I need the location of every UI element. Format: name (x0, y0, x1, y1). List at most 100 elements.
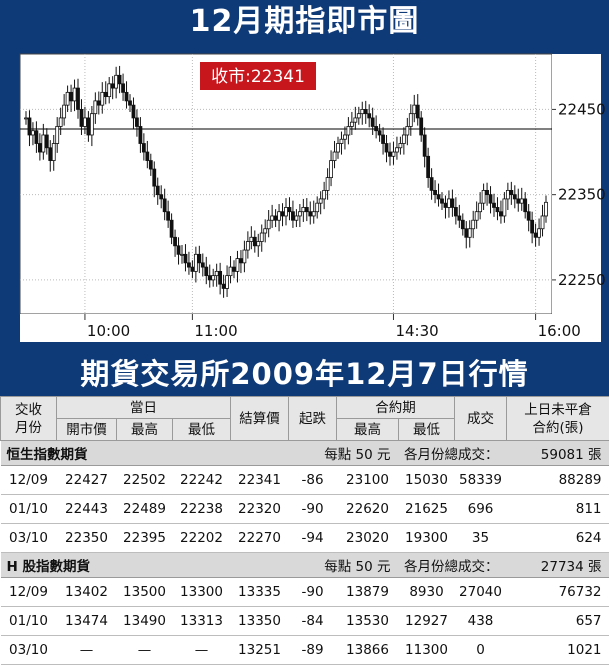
candle-body (86, 117, 91, 136)
table-cell: 12/09 (0, 465, 57, 495)
candle-body (79, 109, 84, 127)
candle-body (471, 219, 476, 230)
candle-body (443, 202, 448, 208)
table-cell: 624 (506, 523, 609, 553)
table-cell: 03/10 (0, 523, 57, 553)
header-volume: 成交 (454, 396, 508, 441)
x-tick-label: 16:00 (538, 322, 581, 340)
candle-body (398, 143, 403, 149)
candle-body (523, 198, 528, 213)
table-cell: 22443 (56, 494, 117, 524)
table-cell: 22502 (116, 465, 173, 495)
candle-body (453, 207, 458, 217)
candle-body (263, 228, 268, 234)
y-axis-strip (552, 54, 601, 342)
table-cell: -90 (288, 577, 337, 607)
table-cell: 13251 (230, 635, 289, 665)
table-cell: 657 (506, 606, 609, 636)
table-cell: 13879 (336, 577, 399, 607)
candle-body (325, 177, 330, 191)
candle-body (166, 211, 171, 221)
header-open: 開市價 (56, 418, 117, 441)
candle-body (533, 232, 538, 238)
table-cell: 696 (454, 494, 507, 524)
candle-body (121, 83, 125, 93)
candle-body (353, 117, 358, 123)
x-tick-label: 14:30 (395, 322, 438, 340)
candle-body (44, 134, 49, 149)
candle-body (169, 219, 174, 238)
candle-body (117, 74, 122, 85)
candle-body (505, 189, 510, 200)
table-cell: 13313 (172, 606, 231, 636)
candle-body (183, 253, 188, 264)
table-row: 01/10 13474 13490 13313 13350 -84 13530 12927 43… (0, 606, 609, 636)
candle-body (190, 266, 195, 272)
candle-body (62, 104, 67, 119)
table-cell: 0 (454, 635, 507, 665)
table-cell: 13335 (230, 577, 289, 607)
candle-body (291, 211, 295, 221)
candle-body (537, 228, 541, 238)
table-cell: 23020 (336, 523, 399, 553)
candle-body (31, 130, 35, 136)
header-today: 當日 (55, 396, 232, 419)
candle-body (270, 215, 275, 221)
close-price-label: 收市:22341 (211, 67, 305, 87)
candle-body (96, 100, 101, 106)
table-row: 12/09 22427 22502 22242 22341 -86 23100 15030 58… (0, 465, 609, 495)
table-cell: -94 (288, 523, 337, 553)
table-cell: 76732 (506, 577, 609, 607)
total-label: 各月份總成交： (398, 552, 507, 578)
candle-body (356, 113, 361, 119)
candle-body (384, 143, 389, 153)
candle-body (304, 207, 309, 213)
candle-body (138, 126, 143, 144)
candle-body (259, 232, 264, 242)
candle-body (41, 134, 46, 153)
table-cell: — (116, 635, 173, 665)
table-cell: 01/10 (0, 494, 57, 524)
table-cell: -90 (288, 494, 337, 524)
candle-body (467, 228, 472, 238)
candle-body (228, 266, 233, 277)
candle-body (24, 117, 28, 120)
candle-body (65, 91, 70, 106)
candle-body (200, 262, 205, 268)
candle-body (530, 219, 535, 234)
candle-body (58, 117, 63, 127)
table-cell: 13530 (336, 606, 399, 636)
candle-body (349, 121, 354, 127)
header-open-interest: 上日未平倉 合約(張) (506, 396, 609, 441)
futures-table: 交收 月份 當日 結算價 起跌 合約期 成交 上日未平倉 合約(張) 開市價 最… (0, 396, 609, 665)
x-tick-label: 11:00 (194, 322, 237, 340)
candle-body (540, 215, 545, 230)
candle-body (141, 143, 146, 153)
candle-body (374, 126, 379, 132)
candle-body (474, 211, 479, 221)
candle-body (447, 198, 451, 208)
candle-body (211, 275, 216, 281)
table-row: 03/10 22350 22395 22202 22270 -94 23020 19300 35… (0, 523, 609, 553)
candle-body (367, 113, 372, 119)
table-cell: 13490 (116, 606, 173, 636)
table-cell: -89 (288, 635, 337, 665)
table-cell: -86 (288, 465, 337, 495)
candle-body (148, 160, 153, 170)
candle-body (294, 215, 299, 221)
candle-body (419, 117, 424, 136)
point-value: 每點 50 元 (172, 440, 399, 466)
table-cell: 22242 (172, 465, 231, 495)
candle-body (485, 189, 489, 196)
table-row: 12/09 13402 13500 13300 13335 -90 13879 8930 270… (0, 577, 609, 607)
header-month: 交收 月份 (0, 396, 57, 441)
section-row: 恒生指數期貨 每點 50 元各月份總成交： 59081 張 (0, 440, 609, 466)
candle-body (318, 198, 323, 204)
candle-body (103, 91, 108, 98)
candle-body (308, 211, 313, 217)
candle-body (249, 236, 254, 242)
candle-body (388, 151, 392, 157)
candle-body (287, 207, 292, 213)
candle-body (426, 155, 431, 179)
candle-body (440, 198, 444, 204)
